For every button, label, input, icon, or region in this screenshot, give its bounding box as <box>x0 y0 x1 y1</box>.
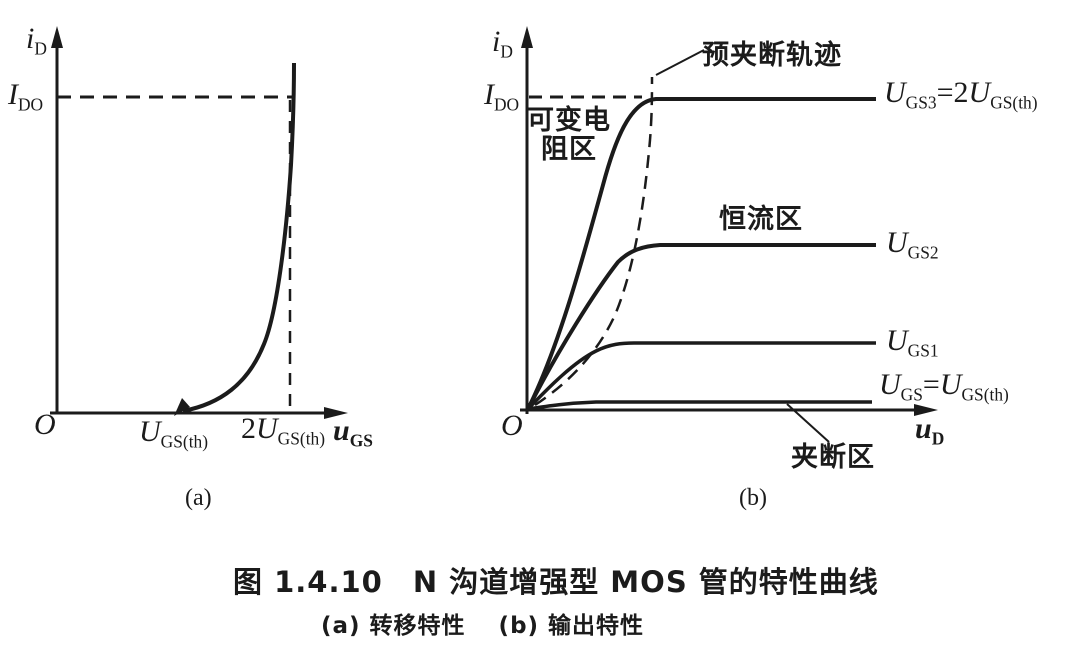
panel-a-transfer-curve <box>182 62 296 413</box>
panel-b-output-curve-ugs2 <box>526 243 876 410</box>
panel-a-x-axis-label: uGS <box>333 414 373 451</box>
panel-a-tag: (a) <box>185 485 212 511</box>
region-variable-resistance-line1: 可变电 <box>527 105 611 136</box>
panel-b-y-axis-label: iD <box>492 25 513 62</box>
panel-a-y-axis-arrow <box>51 26 63 48</box>
panel-b-tag: (b) <box>739 485 767 511</box>
panel-b-y-axis-arrow <box>521 26 533 48</box>
panel-b-region-variable-resistance: 可变电 阻区 <box>524 106 614 164</box>
panel-b-region-pinchoff: 夹断区 <box>791 442 875 473</box>
panel-a-y-axis-label: iD <box>26 22 47 59</box>
panel-b-origin-label: O <box>501 409 523 442</box>
panel-b-ido-label: IDO <box>484 78 520 115</box>
panel-b-curve-label-ugs3: UGS3=2UGS(th) <box>884 76 1038 113</box>
panel-b-curve-label-ugsth: UGS=UGS(th) <box>879 368 1009 405</box>
panel-a-x-tick-ugsth: UGS(th) <box>139 415 209 452</box>
panel-a-x-axis-arrow <box>324 407 348 419</box>
panel-a-ido-label: IDO <box>8 78 44 115</box>
panel-b-output-curve-ugs1 <box>526 341 876 411</box>
panel-b-locus-leader-line <box>655 49 705 76</box>
figure-caption: 图 1.4.10 N 沟道增强型 MOS 管的特性曲线 <box>233 565 879 599</box>
panel-b-output-curve-ugs3 <box>526 97 876 410</box>
panel-b-output-curve-ugsth <box>527 400 872 411</box>
panel-b-x-axis-arrow <box>914 404 938 416</box>
panel-b-x-axis-label: uD <box>915 412 945 449</box>
panel-b-prepinchoff-locus-dashed <box>534 76 654 407</box>
panel-b-curve-label-ugs1: UGS1 <box>886 324 939 361</box>
panel-b-region-constant-current: 恒流区 <box>719 204 803 235</box>
panel-b-pinchoff-leader-line <box>786 403 830 443</box>
panel-a-curve-start-arrow <box>174 398 190 416</box>
panel-a-x-tick-2ugsth: 2UGS(th) <box>241 412 326 449</box>
panel-b-prepinchoff-locus-label: 预夹断轨迹 <box>702 40 842 71</box>
panel-b-curve-label-ugs2: UGS2 <box>886 226 939 263</box>
panel-a-origin-label: O <box>34 408 56 441</box>
figure-subcaption: (a) 转移特性 (b) 输出特性 <box>321 613 645 639</box>
region-variable-resistance-line2: 阻区 <box>541 134 597 165</box>
